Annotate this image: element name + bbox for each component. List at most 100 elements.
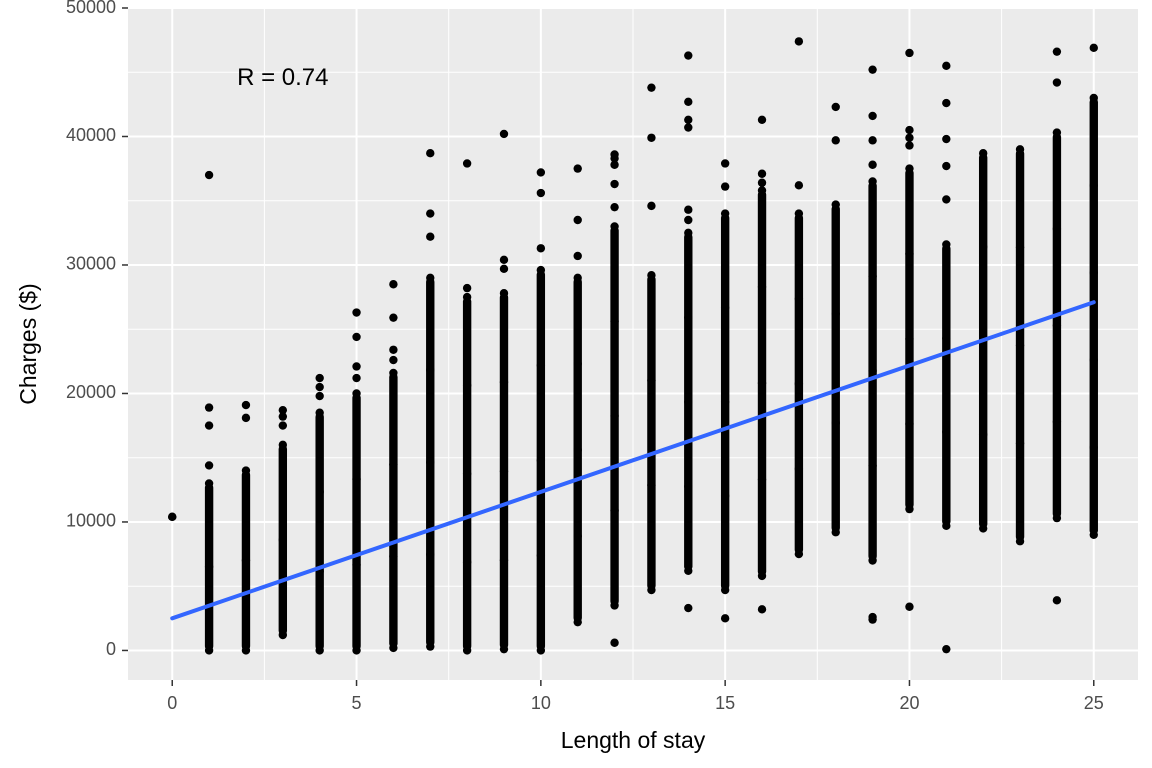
data-point: [757, 178, 767, 187]
data-point: [315, 391, 324, 401]
data-point-band: [278, 444, 288, 636]
data-point-band: [942, 244, 951, 526]
data-point: [573, 164, 582, 173]
data-point: [868, 160, 877, 169]
data-point: [794, 37, 804, 46]
data-point-band: [1089, 97, 1098, 535]
data-point-band: [315, 412, 324, 651]
data-point: [647, 201, 656, 211]
data-point-band: [352, 393, 361, 651]
data-point: [905, 141, 914, 150]
correlation-annotation: R = 0.74: [237, 64, 328, 91]
data-point: [610, 638, 619, 647]
data-point: [684, 115, 693, 124]
data-point: [1089, 43, 1098, 53]
data-point-band: [536, 270, 546, 651]
data-point: [905, 602, 914, 611]
data-point: [536, 244, 546, 253]
y-axis-ticks: 0 10000 20000 30000 40000 50000: [66, 0, 128, 659]
data-point: [720, 159, 730, 168]
data-point: [204, 421, 214, 430]
y-tick-label: 40000: [66, 125, 116, 145]
data-point-band: [720, 213, 730, 591]
x-tick-label: 10: [531, 693, 551, 713]
data-point-band: [204, 483, 214, 651]
data-point: [905, 48, 914, 58]
data-point: [352, 362, 361, 371]
data-point: [204, 403, 214, 412]
data-point: [942, 195, 951, 204]
data-point-band: [389, 372, 398, 648]
data-point: [647, 83, 656, 92]
data-point: [868, 65, 877, 74]
data-point: [389, 313, 398, 322]
y-tick-label: 30000: [66, 254, 116, 274]
data-point: [573, 251, 582, 261]
data-point: [389, 355, 398, 365]
data-point: [241, 413, 251, 423]
data-point-band: [1015, 149, 1025, 542]
data-point: [610, 160, 619, 169]
data-point: [610, 179, 619, 189]
y-tick-label: 0: [106, 639, 116, 659]
data-point-band: [868, 181, 877, 561]
data-point: [1052, 47, 1062, 56]
x-tick-label: 20: [899, 693, 919, 713]
data-point-band: [426, 277, 435, 647]
data-point: [868, 612, 877, 622]
data-point: [536, 168, 546, 177]
data-point: [684, 215, 693, 225]
data-point: [426, 209, 435, 218]
data-point: [389, 345, 398, 354]
data-point: [278, 405, 288, 415]
data-point-band: [757, 190, 767, 576]
data-point: [684, 603, 693, 613]
data-point: [942, 98, 951, 108]
regression-line: [170, 300, 1096, 621]
data-point: [610, 202, 619, 212]
data-point: [426, 232, 435, 241]
data-point: [389, 280, 398, 289]
data-point: [204, 461, 214, 470]
data-point-band: [241, 470, 251, 651]
data-point: [499, 255, 509, 265]
data-point: [684, 123, 693, 132]
data-point: [462, 159, 472, 168]
data-point: [573, 215, 582, 225]
data-point: [647, 133, 656, 142]
data-point: [684, 97, 693, 106]
data-point: [499, 129, 509, 139]
y-tick-label: 10000: [66, 511, 116, 531]
data-point: [426, 148, 435, 158]
data-point: [536, 188, 546, 198]
data-point-band: [647, 275, 656, 591]
data-point: [1052, 78, 1062, 87]
x-tick-label: 5: [352, 693, 362, 713]
data-point: [1052, 596, 1062, 605]
x-tick-label: 0: [167, 693, 177, 713]
data-point: [352, 332, 361, 342]
data-point-band: [499, 293, 509, 650]
data-point: [352, 373, 361, 383]
y-axis-title: Charges ($): [15, 283, 41, 404]
data-point: [684, 51, 693, 60]
data-point: [278, 421, 288, 430]
data-point-band: [905, 168, 914, 510]
data-point-band: [573, 277, 582, 623]
data-point: [241, 400, 251, 410]
data-point: [168, 512, 177, 522]
data-point-band: [610, 226, 619, 606]
data-point: [684, 205, 693, 214]
data-point: [278, 412, 288, 421]
data-point: [942, 644, 951, 654]
data-point: [905, 125, 914, 135]
data-point: [757, 605, 767, 614]
data-point-band: [794, 213, 804, 555]
data-point: [720, 182, 730, 191]
data-points: [168, 37, 1098, 655]
data-point: [462, 283, 472, 293]
y-tick-label: 50000: [66, 0, 116, 17]
y-tick-label: 20000: [66, 382, 116, 402]
x-axis-title: Length of stay: [561, 727, 706, 753]
